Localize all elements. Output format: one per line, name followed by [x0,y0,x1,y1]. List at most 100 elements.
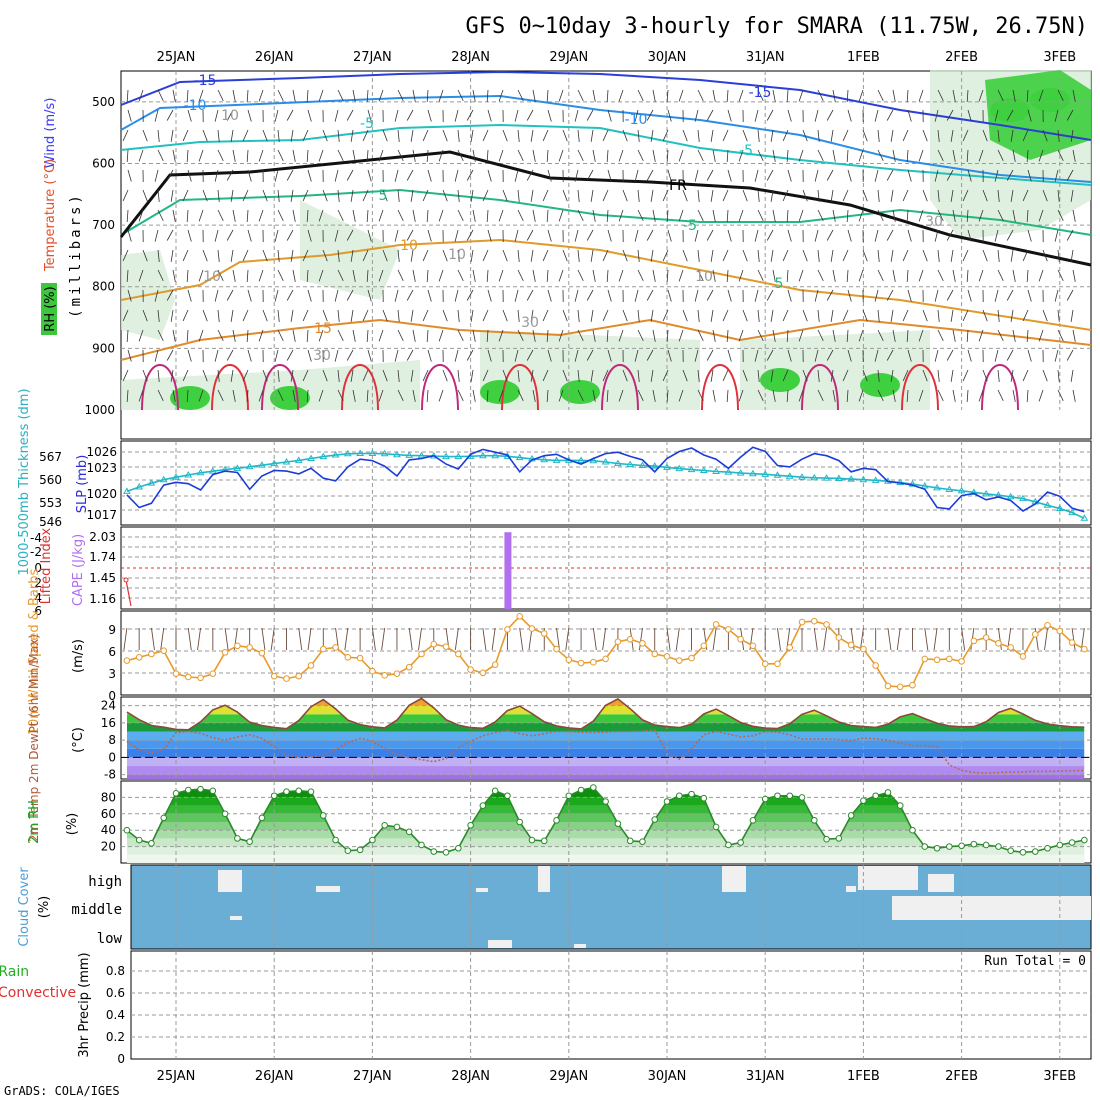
thickness-line-point [699,466,708,474]
wind-barb [786,269,789,282]
wind-barb [412,209,416,222]
wind-barb [517,389,524,401]
wind-barb [397,189,400,202]
wind10-line-point [332,644,339,651]
wind-barb [847,349,852,362]
wind-barb [786,89,789,102]
wind-barb [122,189,129,202]
wind-barb [727,229,732,242]
wind-barb [922,189,928,202]
wind-barb [214,289,219,302]
temp-band [126,774,1085,779]
temp-band [126,766,1085,775]
thickness-line-point [405,451,414,458]
wind-barb [182,249,189,262]
wind-barb [154,229,159,242]
rh-line-point [405,828,413,836]
wind-barb [722,249,729,262]
rh-high-spot [1030,88,1070,112]
wind-barb [622,369,628,382]
wind-barb [697,189,700,202]
wind-barb [890,129,894,142]
wind10-line-point [663,653,671,660]
wind-barb [1070,369,1074,382]
thickness-line-point [540,455,549,463]
wind-barb [366,389,369,402]
wind-barb [142,369,148,382]
wind-barb [877,149,884,161]
contour-label: -5 [683,218,697,234]
wind-barb [1027,349,1032,362]
wind-barb [862,129,868,142]
wind-barb [1038,149,1044,162]
wind10-barb [666,627,671,651]
wind-barb [306,389,309,402]
wind-barb [562,249,568,262]
wind-barb [334,169,339,182]
wind-barb [877,269,884,281]
rh-line-point [467,821,474,829]
temp-band [126,714,1085,723]
wind-barb [802,369,808,382]
wind-barb [937,209,944,221]
wind-barb [966,149,969,162]
wind-barb [650,249,654,262]
rh-line-point [479,802,487,809]
wind-barb [937,129,940,142]
footer-credit: GrADS: COLA/IGES [4,1084,120,1098]
wind-barb [877,89,884,101]
wind-barb [877,309,880,322]
wind-barb [246,389,249,402]
wind-barb [154,169,159,182]
wind-barb [712,389,716,402]
rh-line-point [725,841,732,849]
rh-line-point [626,837,634,845]
wind-barb [367,109,372,122]
wind10-line-point [970,637,978,645]
rh-line-point [209,787,217,795]
wind-barb [678,389,684,402]
wind-barb [306,329,309,342]
wind-barb [517,309,520,322]
wind-barb [290,309,294,322]
wind-barb [498,269,504,282]
wind-barb [1072,329,1076,342]
thickness-line-point [1055,504,1064,511]
thickness-line-point [982,489,991,497]
wind10-barb [639,627,643,651]
wind-barb [217,269,224,281]
wind-barb [1038,329,1044,342]
wind-barb [697,329,704,341]
wind-barb [722,129,729,142]
wind-barb [258,149,264,162]
wind-barb [682,129,688,142]
wind-barb [798,389,804,402]
wind-barb [362,129,369,142]
wind-barb [742,309,748,322]
wind-barb [934,169,939,182]
date-axis-bottom: 25JAN 26JAN 27JAN 28JAN 29JAN 30JAN 31JAN 1FEB 2… [157,1069,1077,1084]
wind10-barb [491,627,496,651]
thickness-line-point [761,470,770,477]
wind-barb [817,269,824,281]
rh-line-point [737,839,744,846]
tick-label: 0.2 [106,1030,125,1044]
wind-barb [422,129,429,142]
tick-label: 6 [34,604,42,618]
wind-barb [906,149,909,162]
wind-barb [217,189,220,202]
wind-barb [526,109,534,121]
date-label-top: 31JAN [746,50,785,65]
wind-barb [1038,269,1044,282]
wind10-barb [859,627,864,651]
cloud-level-low: low [97,931,123,947]
wind-barb [306,209,309,222]
wind-barb [457,189,460,202]
wind-barb [1022,369,1029,382]
wind-barb [322,249,328,262]
rh-line-point [847,812,855,819]
tick-label: 4 [34,591,42,605]
wind-barb [290,249,294,262]
wind-barb [832,209,836,222]
wind-barb [667,349,672,362]
